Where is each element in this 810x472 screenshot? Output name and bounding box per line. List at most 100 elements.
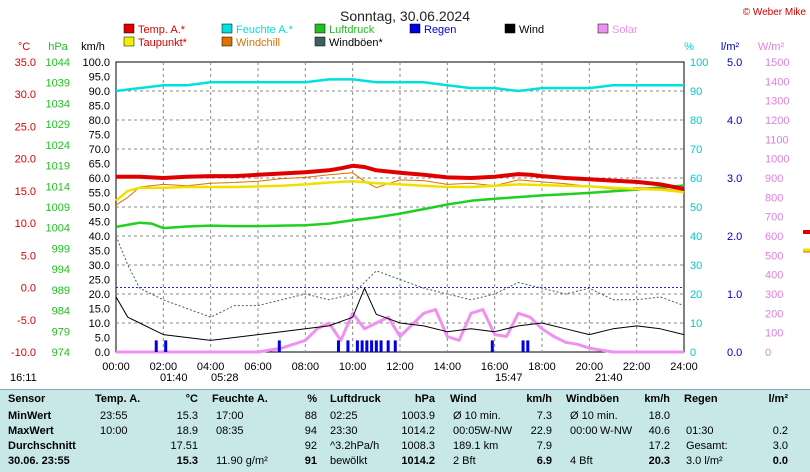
tick-pressure: 1024 <box>46 140 70 152</box>
moonset-label: 15:47 <box>495 372 523 384</box>
pressure-time: 02:25 <box>330 410 358 422</box>
gust-value: 18.0 <box>648 410 670 422</box>
tick-solar: 1200 <box>765 115 789 127</box>
pressure-value: 1003.9 <box>401 410 435 422</box>
tick-wind: 60.0 <box>89 173 110 185</box>
legend-label: Windböen* <box>329 37 384 49</box>
tick-wind: 35.0 <box>89 246 110 258</box>
axis-unit-labels: °C hPa km/h% l/m² W/m² <box>18 41 785 53</box>
tick-wind: 15.0 <box>89 304 110 316</box>
rain-bar <box>355 340 359 352</box>
rain-value: 0.2 <box>772 425 788 437</box>
tick-humidity: 30 <box>690 260 702 272</box>
tick-solar: 600 <box>765 231 783 243</box>
legend-label: Wind <box>519 24 544 36</box>
temp-value: 15.3 <box>176 410 198 422</box>
tick-pressure: 1009 <box>46 202 70 214</box>
x-tick-label: 20:00 <box>576 361 604 372</box>
weather-chart: Sonntag, 30.06.2024 © Weber Mike Temp. A… <box>11 7 810 372</box>
tick-pressure: 1014 <box>46 181 70 193</box>
rain-value: 3.0 <box>772 440 788 452</box>
wind-value: 22.9 <box>530 425 552 437</box>
legend-label: Temp. A.* <box>138 24 186 36</box>
tick-solar: 0 <box>765 347 771 359</box>
humidity-time: 08:35 <box>216 425 244 437</box>
left-time-label: 16:11 <box>10 372 37 384</box>
rain-bar <box>386 340 390 352</box>
tick-wind: 70.0 <box>89 144 110 156</box>
tick-solar: 800 <box>765 192 783 204</box>
gust-value: 20.3 <box>648 455 670 467</box>
tick-wind: 45.0 <box>89 217 110 229</box>
rain-bar <box>374 340 378 352</box>
rain-bar <box>164 340 168 352</box>
pressure-value: 1008.3 <box>401 440 435 452</box>
rain-info: 01:30 <box>686 425 714 437</box>
x-tick-label: 22:00 <box>623 361 651 372</box>
sunrise-label: 05:28 <box>211 372 239 384</box>
tick-temp: 10.0 <box>15 218 36 230</box>
data-series <box>115 78 685 354</box>
tick-solar: 100 <box>765 328 783 340</box>
temp-value: 15.3 <box>176 455 198 467</box>
wind-value: 7.9 <box>536 440 552 452</box>
temp-time: 23:55 <box>100 410 128 422</box>
humidity-time: 11.90 g/m² <box>216 455 268 467</box>
tick-pressure: 999 <box>52 243 70 255</box>
tick-wind: 0.0 <box>95 347 110 359</box>
tick-rain: 0.0 <box>727 347 742 359</box>
wind-value: 7.3 <box>536 410 552 422</box>
tick-solar: 500 <box>765 250 783 262</box>
pressure-time: bewölkt <box>330 455 368 467</box>
x-tick-label: 12:00 <box>386 361 414 372</box>
pressure-value: 1014.2 <box>401 425 435 437</box>
tick-pressure: 1034 <box>46 98 70 110</box>
rain-bar <box>370 340 374 352</box>
rain-bar <box>346 340 350 352</box>
tick-wind: 5.0 <box>95 333 110 345</box>
tick-wind: 40.0 <box>89 231 110 243</box>
tick-rain: 2.0 <box>727 231 742 243</box>
unit-label-temp: °C <box>18 41 30 53</box>
table-header: Wind <box>450 393 477 405</box>
tick-pressure: 1019 <box>46 161 70 173</box>
tick-wind: 85.0 <box>89 101 110 113</box>
x-tick-label: 18:00 <box>528 361 556 372</box>
legend-swatch <box>123 36 135 47</box>
x-axis-ticks: 00:00 02:00 04:00 06:00 08:00 10:00 12:00 14:00… <box>102 361 698 372</box>
tick-temp: 5.0 <box>21 250 36 262</box>
tick-wind: 90.0 <box>89 86 110 98</box>
marker-row: 16:11 01:40 05:28 15:47 21:40 <box>0 372 810 471</box>
tick-humidity: 70 <box>690 144 702 156</box>
axis-ticks: 35.0 30.0 25.0 20.0 15.0 10.0 5.0 0.0 -5.0 -10.0 1… <box>11 57 790 359</box>
series-line <box>115 179 685 202</box>
legend-label: Regen <box>424 24 456 36</box>
wind-info: 00:05 <box>453 425 481 437</box>
series-line <box>115 235 685 318</box>
humidity-value: 94 <box>304 425 317 437</box>
gust-info: 00:00 <box>570 425 598 437</box>
table-header: km/h <box>526 393 552 405</box>
unit-label-humidity: % <box>684 41 694 53</box>
tick-temp: 35.0 <box>15 57 36 69</box>
tick-temp: 20.0 <box>15 154 36 166</box>
rain-info: Gesamt: <box>686 440 728 452</box>
rain-bar <box>526 340 530 352</box>
temp-value: 17.51 <box>170 440 198 452</box>
unit-label-rain: l/m² <box>721 41 740 53</box>
tick-solar: 1300 <box>765 96 789 108</box>
tick-rain: 1.0 <box>727 289 742 301</box>
tick-wind: 75.0 <box>89 130 110 142</box>
wind-info: 189.1 km <box>453 440 499 452</box>
table-header: % <box>307 393 317 405</box>
tick-temp: 30.0 <box>15 89 36 101</box>
tick-temp: 25.0 <box>15 121 36 133</box>
tick-humidity: 90 <box>690 86 702 98</box>
legend-swatch <box>504 23 516 34</box>
humidity-value: 88 <box>304 410 317 422</box>
stats-table: Sensor Temp. A. °C Feuchte A.% Luftdruck hPa W… <box>0 389 810 472</box>
tick-humidity: 10 <box>690 318 702 330</box>
temp-time: 10:00 <box>100 425 128 437</box>
x-tick-label: 14:00 <box>434 361 462 372</box>
tick-humidity: 40 <box>690 231 702 243</box>
